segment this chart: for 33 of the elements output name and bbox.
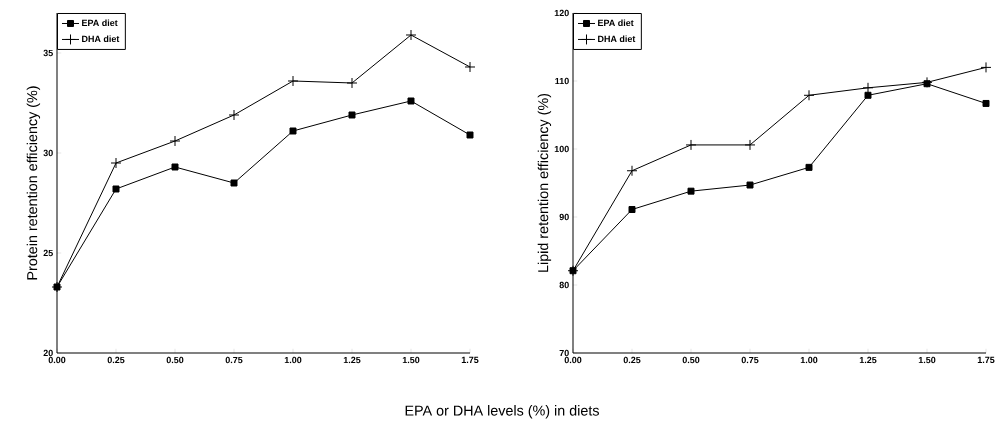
x-tick-label: 0.25	[107, 356, 125, 364]
y-tick-label: 90	[559, 213, 569, 221]
x-tick-label: 0.25	[623, 356, 641, 364]
x-tick-label: 0.75	[225, 356, 243, 364]
legend-label: EPA diet	[82, 19, 118, 27]
y-axis-title: Protein retention efficiency (%)	[26, 86, 41, 280]
x-tick-label: 1.25	[859, 356, 877, 364]
y-tick-label: 30	[43, 149, 53, 157]
y-tick-label: 120	[554, 9, 569, 17]
x-tick-label: 0.50	[166, 356, 184, 364]
y-tick-label: 70	[559, 349, 569, 357]
y-axis-title: Lipid retention efficiency (%)	[537, 93, 552, 272]
legend-label: DHA diet	[598, 35, 636, 43]
x-tick-label: 0.50	[682, 356, 700, 364]
x-tick-label: 0.75	[741, 356, 759, 364]
x-tick-label: 1.00	[284, 356, 302, 364]
y-tick-label: 35	[43, 49, 53, 57]
x-tick-label: 1.50	[918, 356, 936, 364]
x-tick-label: 1.25	[343, 356, 361, 364]
x-tick-label: 1.00	[800, 356, 818, 364]
x-tick-label: 1.75	[461, 356, 479, 364]
y-tick-label: 110	[555, 77, 569, 85]
y-tick-label: 25	[43, 249, 53, 257]
x-tick-label: 1.75	[977, 356, 995, 364]
x-tick-label: 0.00	[48, 356, 66, 364]
legend-label: DHA diet	[82, 35, 120, 43]
y-tick-label: 20	[43, 349, 53, 357]
y-tick-label: 80	[559, 281, 569, 289]
x-tick-label: 0.00	[564, 356, 582, 364]
x-tick-label: 1.50	[402, 356, 420, 364]
x-axis-title: EPA or DHA levels (%) in diets	[405, 405, 599, 419]
legend-label: EPA diet	[598, 19, 634, 27]
y-tick-label: 100	[554, 145, 569, 153]
